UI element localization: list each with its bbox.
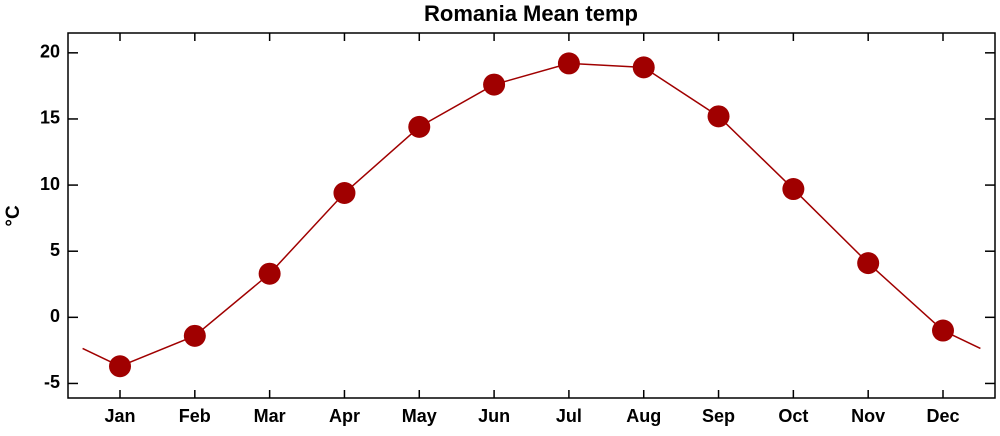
x-tick-label: Feb bbox=[179, 406, 211, 426]
y-tick-label: 15 bbox=[40, 108, 60, 128]
marker bbox=[632, 56, 655, 79]
y-tick-label: -5 bbox=[44, 372, 60, 392]
x-tick-label: Jun bbox=[478, 406, 510, 426]
chart-title: Romania Mean temp bbox=[424, 1, 638, 26]
x-tick-label: Mar bbox=[254, 406, 286, 426]
y-tick-label: 5 bbox=[50, 240, 60, 260]
x-tick-label: Nov bbox=[851, 406, 885, 426]
marker bbox=[483, 73, 506, 96]
marker bbox=[857, 252, 880, 275]
marker bbox=[109, 355, 131, 378]
x-tick-label: Sep bbox=[702, 406, 735, 426]
y-axis-label: °C bbox=[3, 205, 24, 227]
marker bbox=[557, 52, 580, 75]
marker bbox=[333, 182, 356, 205]
x-tick-label: Dec bbox=[926, 406, 959, 426]
x-tick-label: Jan bbox=[104, 406, 135, 426]
marker bbox=[408, 115, 431, 138]
y-tick-label: 10 bbox=[40, 174, 60, 194]
marker bbox=[258, 262, 281, 285]
x-tick-label: Apr bbox=[329, 406, 360, 426]
y-tick-label: 20 bbox=[40, 42, 60, 62]
x-tick-label: Aug bbox=[626, 406, 661, 426]
marker bbox=[707, 105, 730, 128]
wrap-line bbox=[82, 329, 981, 367]
x-tick-label: Oct bbox=[778, 406, 808, 426]
y-tick-label: 0 bbox=[50, 306, 60, 326]
marker bbox=[183, 324, 206, 347]
marker bbox=[782, 178, 805, 201]
x-tick-label: Jul bbox=[556, 406, 582, 426]
x-tick-label: May bbox=[402, 406, 437, 426]
marker bbox=[932, 319, 954, 342]
line bbox=[119, 62, 944, 367]
plot-frame bbox=[67, 32, 996, 399]
